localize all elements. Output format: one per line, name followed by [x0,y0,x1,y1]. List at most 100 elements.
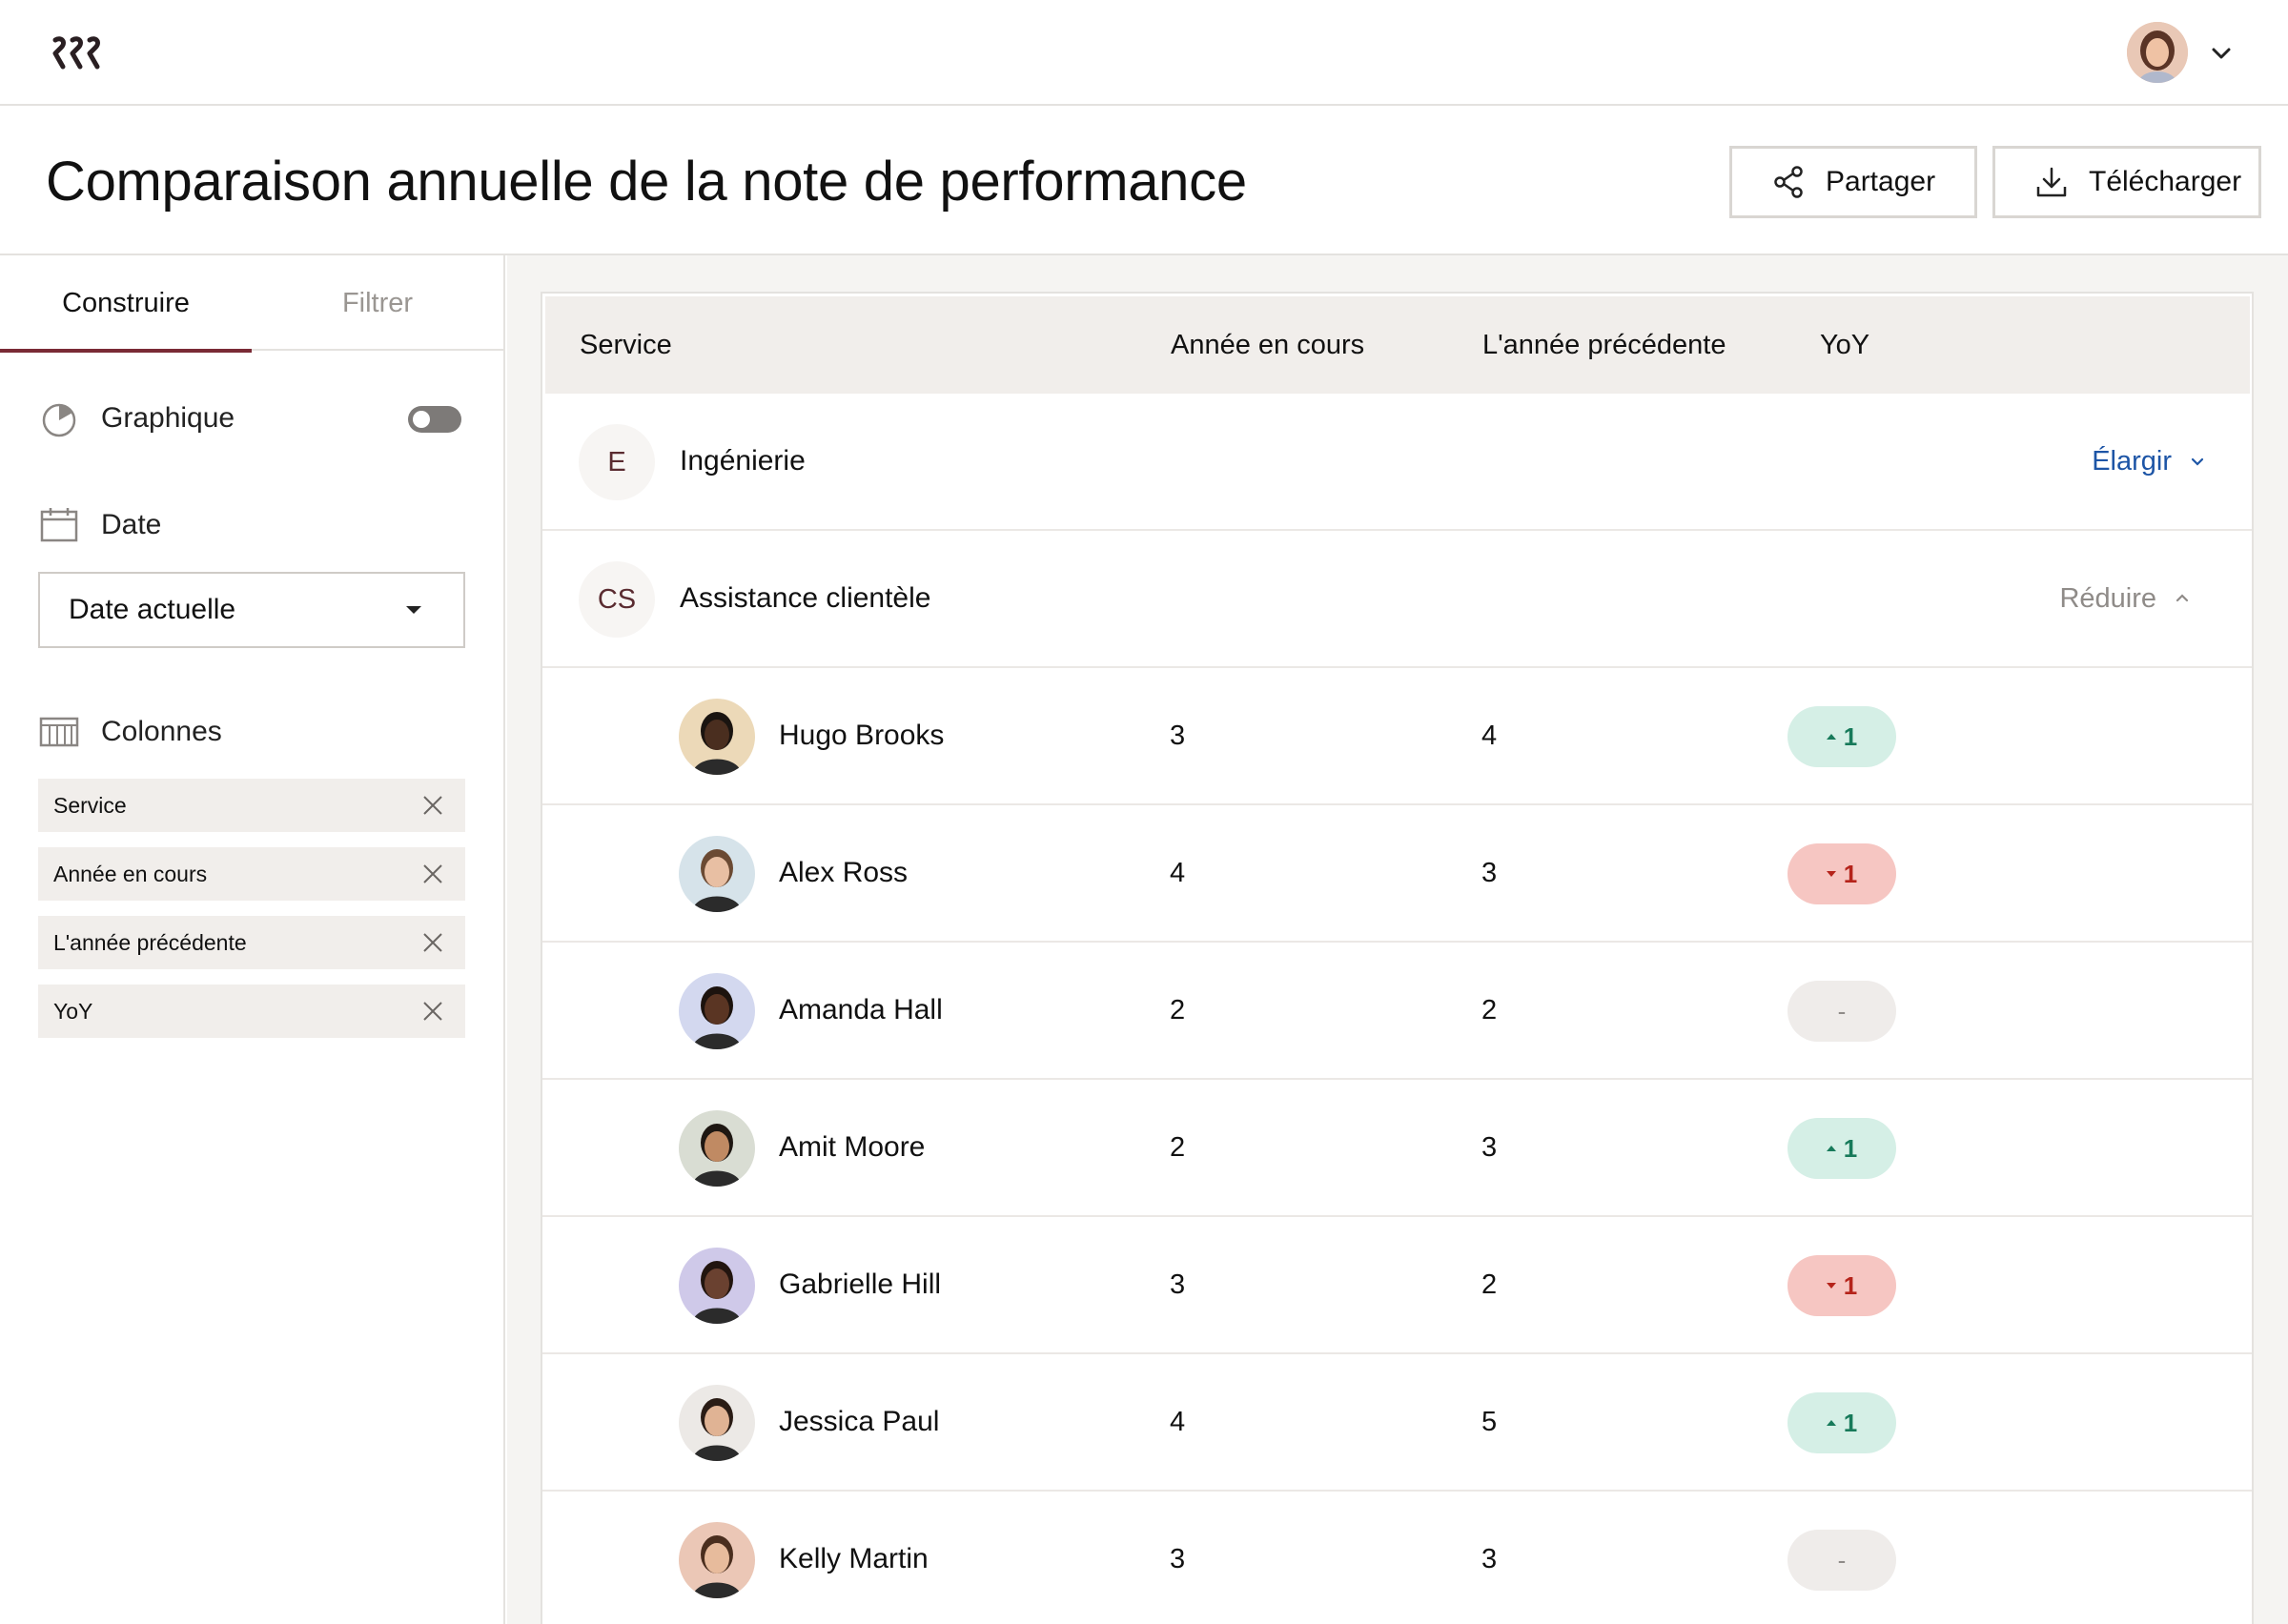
columns-setting: Colonnes [38,711,222,753]
expand-button[interactable]: Élargir [2092,394,2206,529]
column-chip-label: L'année précédente [53,929,247,955]
download-label: Télécharger [2089,166,2242,197]
trend-up-icon [1826,734,1836,740]
date-dropdown[interactable]: Date actuelle [38,572,465,648]
avatar [679,1110,755,1187]
previous-year-score: 3 [1481,857,1498,888]
sidebar-tabs: Construire Filtrer [0,255,503,353]
report-panel: Service Année en cours L'année précédent… [507,255,2288,1624]
previous-year-score: 3 [1481,1543,1498,1574]
column-chip-label: YoY [53,998,93,1024]
avatar [679,1522,755,1598]
current-year-score: 3 [1170,1269,1186,1300]
collapse-button[interactable]: Réduire [2059,531,2191,666]
avatar [679,1385,755,1461]
title-bar: Comparaison annuelle de la note de perfo… [0,106,2288,255]
group-initials-badge: E [579,424,655,500]
trend-down-icon [1826,1283,1836,1289]
yoy-badge: 1 [1788,843,1896,904]
pie-chart-icon [42,403,76,437]
chevron-up-icon [2176,594,2189,602]
user-avatar[interactable] [2127,22,2188,83]
column-chip-label: Année en cours [53,861,208,886]
group-row-engineering: E Ingénierie Élargir [542,394,2252,531]
table-header: Service Année en cours L'année précédent… [545,296,2250,394]
share-icon [1774,166,1803,198]
column-chip: YoY [38,985,465,1038]
avatar [679,1248,755,1324]
share-label: Partager [1826,166,1936,197]
current-year-score: 2 [1170,1131,1186,1163]
tab-build[interactable]: Construire [0,255,252,353]
account-menu-chevron-icon[interactable] [2208,40,2235,67]
yoy-badge: 1 [1788,706,1896,767]
table-row[interactable]: Jessica Paul 4 5 1 [542,1354,2252,1492]
avatar [679,973,755,1049]
column-chip: Année en cours [38,847,465,901]
previous-year-score: 2 [1481,1269,1498,1300]
current-year-score: 2 [1170,994,1186,1025]
chevron-down-icon [2191,457,2204,466]
current-year-score: 3 [1170,720,1186,751]
current-year-score: 4 [1170,1406,1186,1437]
employee-name: Amanda Hall [779,994,943,1025]
previous-year-score: 5 [1481,1406,1498,1437]
page-title: Comparaison annuelle de la note de perfo… [46,151,1247,213]
download-button[interactable]: Télécharger [1992,146,2261,218]
trend-up-icon [1826,1420,1836,1426]
employee-name: Jessica Paul [779,1406,940,1437]
table-row[interactable]: Hugo Brooks 3 4 1 [542,668,2252,805]
chart-label: Graphique [101,402,235,434]
chart-setting: Graphique [38,397,235,439]
yoy-value: 1 [1843,859,1858,888]
calendar-icon [40,508,78,542]
yoy-badge: 1 [1788,1392,1896,1453]
yoy-value: 1 [1843,1408,1858,1437]
close-icon[interactable] [421,863,444,885]
tab-filter[interactable]: Filtrer [341,287,414,318]
table-row[interactable]: Amit Moore 2 3 1 [542,1080,2252,1217]
yoy-value: - [1837,1545,1847,1574]
employee-name: Gabrielle Hill [779,1269,942,1300]
column-chip: L'année précédente [38,916,465,969]
avatar [679,699,755,775]
current-year-score: 4 [1170,857,1186,888]
date-label: Date [101,509,162,540]
table-row[interactable]: Kelly Martin 3 3 - [542,1492,2252,1624]
table-row[interactable]: Alex Ross 4 3 1 [542,805,2252,943]
avatar [679,836,755,912]
column-header-previous-year[interactable]: L'année précédente [1482,329,1726,360]
employee-name: Kelly Martin [779,1543,929,1574]
column-header-current-year[interactable]: Année en cours [1171,329,1365,360]
previous-year-score: 4 [1481,720,1498,751]
report-table: Service Année en cours L'année précédent… [541,292,2254,1624]
employee-name: Alex Ross [779,857,909,888]
yoy-badge: 1 [1788,1255,1896,1316]
current-year-score: 3 [1170,1543,1186,1574]
yoy-value: 1 [1843,721,1858,751]
date-setting: Date [38,504,161,546]
table-row[interactable]: Gabrielle Hill 3 2 1 [542,1217,2252,1354]
yoy-badge: - [1788,981,1896,1042]
group-initials-badge: CS [579,561,655,638]
group-name: Ingénierie [680,445,806,477]
column-header-service[interactable]: Service [580,329,672,360]
close-icon[interactable] [421,1000,444,1023]
share-button[interactable]: Partager [1729,146,1977,218]
column-header-yoy[interactable]: YoY [1820,329,1870,360]
yoy-value: 1 [1843,1270,1858,1300]
table-row[interactable]: Amanda Hall 2 2 - [542,943,2252,1080]
columns-label: Colonnes [101,716,222,747]
yoy-badge: 1 [1788,1118,1896,1179]
builder-sidebar: Construire Filtrer Graphique Date Date a… [0,255,505,1624]
employee-name: Amit Moore [779,1131,926,1163]
collapse-label: Réduire [2059,582,2156,614]
close-icon[interactable] [421,931,444,954]
brand-logo[interactable] [51,34,105,72]
group-name: Assistance clientèle [680,582,931,614]
chart-toggle[interactable] [408,406,461,433]
close-icon[interactable] [421,794,444,817]
caret-down-icon [406,606,421,614]
trend-down-icon [1826,871,1836,877]
employee-name: Hugo Brooks [779,720,945,751]
